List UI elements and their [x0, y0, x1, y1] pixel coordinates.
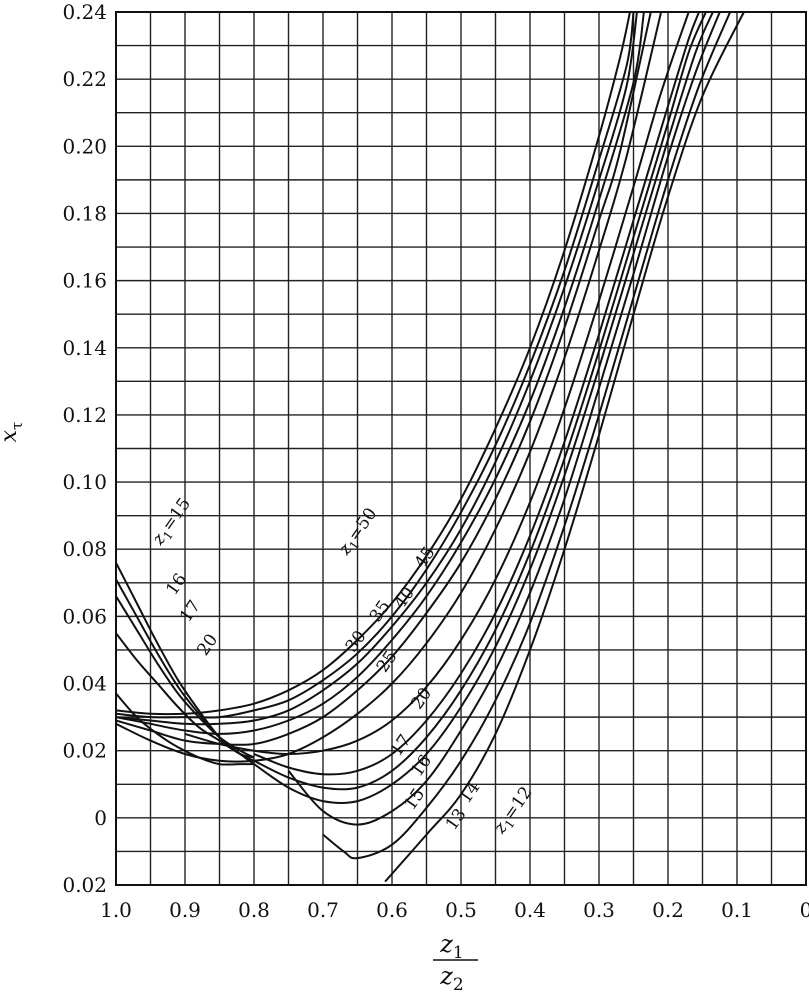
x-tick-label: 0.7: [307, 898, 339, 922]
x-tick-label: 0.2: [652, 898, 684, 922]
y-axis-label-main: x: [0, 429, 22, 442]
curve-line: [115, 595, 255, 759]
y-tick-label: 0.16: [62, 269, 107, 293]
y-tick-label: 0.06: [62, 604, 107, 628]
x-tick-label: 0.8: [238, 898, 270, 922]
curve-line: [184, 11, 690, 756]
curve-line: [253, 11, 714, 804]
y-tick-label: 0.08: [62, 537, 107, 561]
curve-label: 45: [411, 543, 440, 572]
x-tick-label: 0.4: [514, 898, 546, 922]
y-tick-label: 0.12: [62, 403, 107, 427]
x-tick-label: 0.1: [721, 898, 753, 922]
curve-line: [115, 11, 631, 716]
curve-line: [253, 11, 707, 791]
y-tick-label: 0.22: [62, 67, 107, 91]
y-tick-label: 0.04: [62, 672, 107, 696]
x-tick-label: 0.3: [583, 898, 615, 922]
plot-frame: [115, 11, 807, 886]
curve-label: z1=12: [490, 783, 539, 839]
x-tick-label: 0: [800, 898, 809, 922]
curve-line: [384, 11, 745, 883]
curve-line: [115, 11, 663, 763]
x-axis-label-den-main: z: [439, 962, 453, 990]
y-axis-label-sub: τ: [8, 422, 26, 430]
curve-label: z1=50: [334, 504, 383, 560]
curve-labels: z1=121314151617202530354045z1=50z1=15161…: [148, 494, 539, 839]
x-tick-label: 1.0: [100, 898, 132, 922]
y-tick-label: 0.18: [62, 201, 107, 225]
x-axis-label-num-sub: 1: [453, 943, 464, 963]
curve-line: [287, 11, 721, 826]
curve-line: [253, 11, 700, 776]
curve-line: [115, 632, 255, 759]
x-tick-label: 0.6: [376, 898, 408, 922]
x-axis-label-denominator: z2: [439, 962, 463, 995]
x-axis-label-numerator: z1: [439, 930, 463, 963]
tick-labels: 0.240.220.200.180.160.140.120.100.080.06…: [62, 0, 809, 922]
y-tick-label: 0.02: [62, 739, 107, 763]
curve-line: [115, 11, 635, 719]
x-tick-label: 0.9: [169, 898, 201, 922]
x-axis-label-num-main: z: [439, 930, 453, 958]
curve-line: [115, 11, 652, 746]
y-axis-label: xτ: [0, 422, 26, 443]
curve-line: [322, 11, 732, 860]
y-tick-label: 0: [94, 806, 107, 830]
curve-label: 20: [407, 684, 436, 713]
x-axis-label-den-sub: 2: [453, 975, 464, 995]
curve-line: [115, 11, 638, 726]
curve-label: 17: [176, 597, 205, 626]
y-tick-label: 0.14: [62, 336, 107, 360]
curve-label: 13: [442, 805, 471, 834]
curve-label: 16: [407, 751, 436, 780]
y-tick-label: 0.24: [62, 0, 107, 24]
x-tick-label: 0.5: [445, 898, 477, 922]
curves: [115, 11, 745, 883]
curve-line: [115, 11, 645, 735]
curve-label: 16: [162, 570, 191, 599]
curve-line: [115, 692, 254, 766]
y-tick-label: 0.20: [62, 134, 107, 158]
curve-label: 14: [456, 778, 485, 807]
y-tick-label: 0.02: [62, 873, 107, 897]
curve-label: z1=15: [148, 494, 197, 550]
grid: [116, 12, 806, 885]
x-axis-label: z1 z2: [433, 930, 478, 995]
curve-label: 20: [193, 630, 222, 659]
y-tick-label: 0.10: [62, 470, 107, 494]
